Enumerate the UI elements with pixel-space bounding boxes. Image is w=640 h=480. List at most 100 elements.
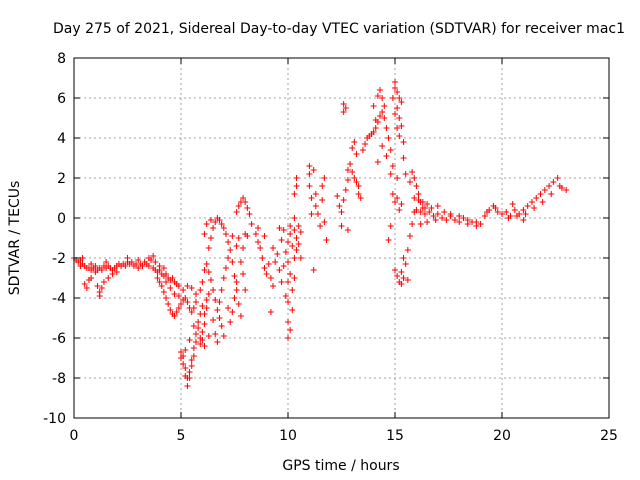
data-point — [231, 295, 238, 301]
data-point — [342, 187, 349, 193]
y-tick-label: -8 — [52, 371, 66, 387]
data-point — [186, 375, 193, 381]
data-point — [383, 125, 390, 131]
data-point — [342, 105, 349, 111]
data-point — [411, 175, 418, 181]
data-point — [175, 293, 182, 299]
x-tick-label: 15 — [386, 428, 404, 444]
data-point — [355, 183, 362, 189]
data-point — [233, 279, 240, 285]
data-point — [312, 203, 319, 209]
data-point — [464, 217, 471, 223]
data-point — [160, 265, 167, 271]
data-point — [105, 275, 112, 281]
data-point — [192, 299, 199, 305]
plot-frame — [73, 57, 610, 419]
data-point — [554, 175, 561, 181]
data-point — [291, 227, 298, 233]
data-point — [355, 191, 362, 197]
data-point — [225, 239, 232, 245]
data-point — [505, 215, 512, 221]
data-point — [385, 237, 392, 243]
series-cluster-6-8h — [199, 195, 255, 345]
data-point — [556, 183, 563, 189]
data-point — [79, 255, 86, 261]
x-tick-label: 0 — [70, 428, 79, 444]
data-point — [394, 195, 401, 201]
data-point — [218, 323, 225, 329]
data-point — [359, 147, 366, 153]
data-point — [248, 221, 255, 227]
data-point — [285, 335, 291, 341]
data-point — [203, 305, 210, 311]
data-point — [98, 285, 105, 291]
data-point — [216, 299, 223, 305]
data-point — [214, 339, 221, 345]
data-point — [109, 271, 116, 277]
data-point — [379, 95, 386, 101]
data-point — [225, 305, 232, 311]
x-axis-label: GPS time / hours — [282, 458, 399, 474]
data-point — [394, 125, 401, 131]
series-dip-5-6h — [178, 287, 212, 389]
data-point — [441, 209, 448, 215]
data-point — [396, 207, 403, 213]
data-point — [154, 275, 161, 281]
data-point — [293, 183, 300, 189]
data-point — [192, 339, 199, 345]
data-point — [451, 217, 458, 223]
data-point — [509, 201, 516, 207]
data-point — [229, 309, 236, 315]
data-point — [235, 203, 242, 209]
data-point — [563, 187, 570, 193]
data-point — [197, 311, 204, 317]
data-point — [244, 205, 251, 211]
data-point — [338, 209, 345, 215]
axis-tick-labels: 0 5 10 15 20 25 -10 -8 -6 -4 -2 0 2 4 6 8 — [43, 51, 618, 444]
data-point — [404, 277, 411, 283]
data-point — [156, 263, 163, 269]
data-point — [235, 301, 242, 307]
data-point — [424, 219, 431, 225]
data-point — [308, 195, 315, 201]
data-point — [417, 209, 424, 215]
data-point — [289, 287, 296, 293]
x-tick-label: 5 — [177, 428, 186, 444]
data-point — [417, 221, 424, 227]
data-point — [212, 331, 219, 337]
data-point — [389, 191, 396, 197]
data-point — [353, 151, 360, 157]
data-point — [398, 123, 405, 129]
y-tick-label: 4 — [57, 131, 66, 147]
data-point — [434, 211, 441, 217]
data-point — [233, 287, 240, 293]
data-point — [387, 147, 394, 153]
data-point — [381, 103, 388, 109]
data-point — [351, 175, 358, 181]
data-point — [160, 289, 167, 295]
data-point — [280, 263, 287, 269]
data-point — [287, 327, 294, 333]
data-point — [81, 281, 88, 287]
data-point — [173, 309, 180, 315]
data-point — [94, 283, 101, 289]
data-point — [242, 199, 249, 205]
data-point — [182, 295, 189, 301]
data-point — [210, 287, 217, 293]
data-point — [394, 175, 401, 181]
data-point — [220, 333, 227, 339]
data-point — [265, 261, 272, 267]
data-point — [383, 153, 390, 159]
data-point — [139, 263, 146, 269]
data-point — [456, 213, 463, 219]
data-point — [426, 209, 433, 215]
data-point — [135, 265, 142, 271]
y-tick-label: -6 — [52, 331, 66, 347]
data-point — [242, 287, 249, 293]
data-point — [392, 267, 398, 273]
data-point — [203, 297, 210, 303]
data-point — [282, 293, 289, 299]
data-point — [216, 217, 223, 223]
data-point — [257, 245, 264, 251]
data-point — [199, 279, 206, 285]
